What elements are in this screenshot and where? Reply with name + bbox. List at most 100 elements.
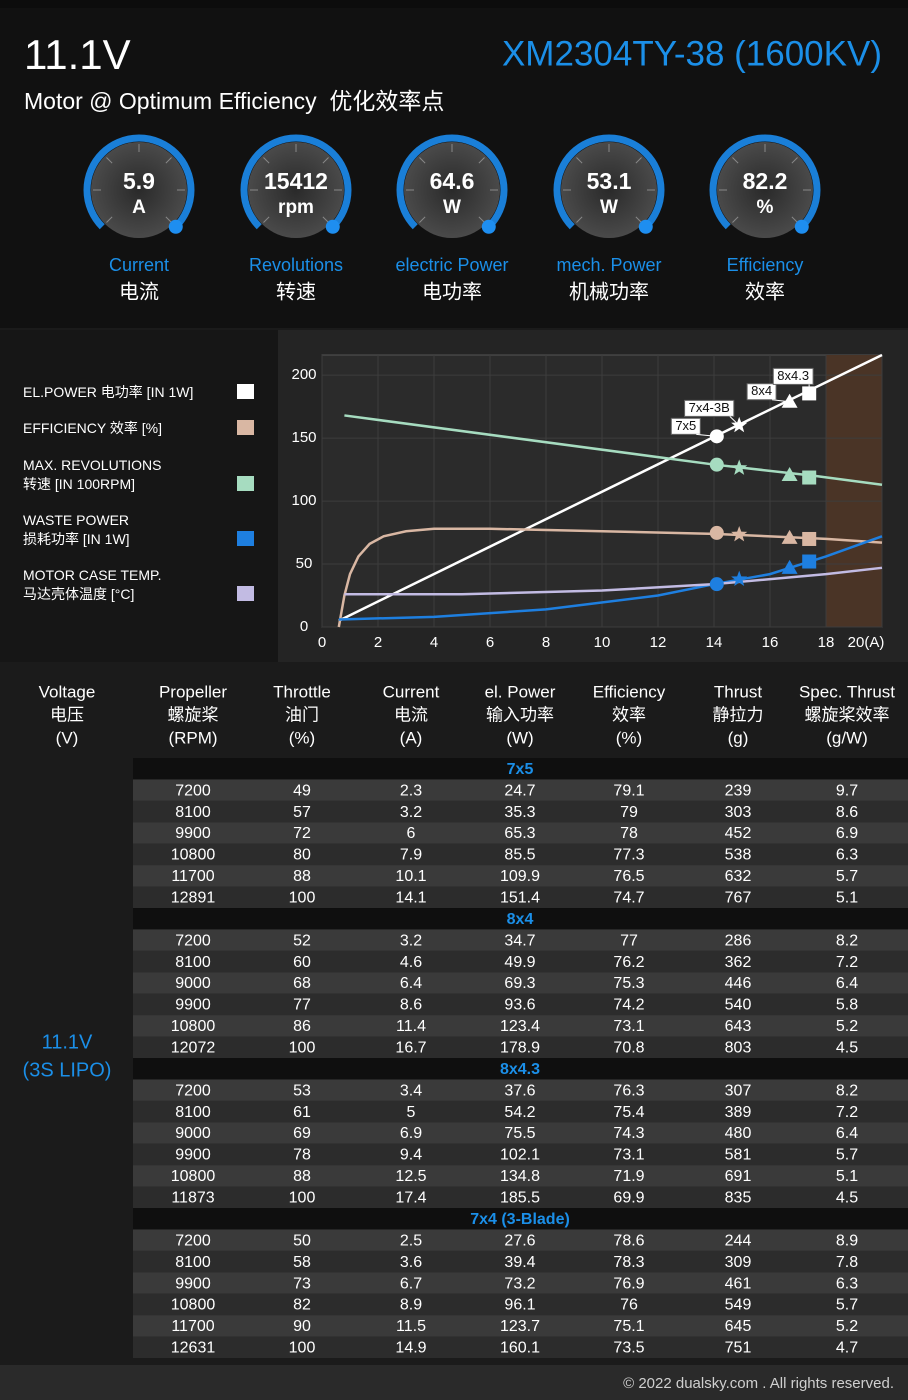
table-cell: 86 xyxy=(293,1018,311,1035)
column-header: (g) xyxy=(728,728,749,747)
gauge-knob xyxy=(168,219,183,234)
table-cell: 9000 xyxy=(175,1125,211,1142)
gauge-tick xyxy=(791,216,798,223)
table-cell: 76.9 xyxy=(613,1275,644,1292)
x-tick-label: 12 xyxy=(650,634,667,651)
table-cell: 24.7 xyxy=(504,782,535,799)
table-row xyxy=(133,972,908,994)
model-title: XM2304TY-38 (1600KV) xyxy=(502,34,882,73)
group-row xyxy=(133,1058,908,1080)
table-head-bg xyxy=(0,672,908,758)
y-tick-label: 150 xyxy=(291,429,316,446)
table-cell: 9900 xyxy=(175,1147,211,1164)
gauge-label-cn: 转速 xyxy=(276,280,316,303)
x-tick-label: 0 xyxy=(318,634,326,651)
table-cell: 3.6 xyxy=(400,1254,422,1271)
table-cell: 12072 xyxy=(171,1040,216,1057)
table-cell: 75.3 xyxy=(613,975,644,992)
table-cell: 8100 xyxy=(175,1104,211,1121)
table-cell: 68 xyxy=(293,975,311,992)
gauge-tick xyxy=(576,216,583,223)
table-cell: 76.3 xyxy=(613,1082,644,1099)
table-row xyxy=(133,1272,908,1294)
table-cell: 88 xyxy=(293,868,311,885)
table-cell: 88 xyxy=(293,1168,311,1185)
x-tick-label: 16 xyxy=(762,634,779,651)
table-cell: 4.5 xyxy=(836,1190,858,1207)
table-cell: 4.5 xyxy=(836,1040,858,1057)
table-row xyxy=(133,1315,908,1337)
table-cell: 80 xyxy=(293,847,311,864)
legend-swatch xyxy=(237,586,254,601)
table-row xyxy=(133,822,908,844)
table-cell: 102.1 xyxy=(500,1147,540,1164)
table-row xyxy=(133,929,908,951)
table-cell: 77 xyxy=(293,997,311,1014)
subtitle: Motor @ Optimum Efficiency 优化效率点 xyxy=(24,88,444,114)
footer: © 2022 dualsky.com . All rights reserved… xyxy=(623,1375,894,1392)
table-cell: 8100 xyxy=(175,804,211,821)
gauge-tick xyxy=(732,157,739,164)
table-cell: 7200 xyxy=(175,782,211,799)
marker-star xyxy=(731,570,748,587)
gauge-label-cn: 电功率 xyxy=(422,280,482,303)
gauge-label-cn: 机械功率 xyxy=(569,280,649,303)
series-line xyxy=(344,414,883,486)
y-tick-label: 50 xyxy=(296,555,313,572)
table-row xyxy=(133,993,908,1016)
table-cell: 540 xyxy=(725,997,752,1014)
table-cell: 803 xyxy=(725,1040,752,1057)
table-cell: 75.1 xyxy=(613,1318,644,1335)
column-header: 螺旋桨 xyxy=(168,705,219,724)
table-cell: 8.2 xyxy=(836,932,858,949)
table-cell: 76.5 xyxy=(613,868,644,885)
gauge-tick xyxy=(576,157,583,164)
table-cell: 7.2 xyxy=(836,954,858,971)
series-line xyxy=(344,566,883,596)
table-cell: 389 xyxy=(725,1104,752,1121)
table-cell: 39.4 xyxy=(504,1254,535,1271)
table-row xyxy=(133,1186,908,1209)
marker-leader xyxy=(729,416,740,426)
table-cell: 9.4 xyxy=(400,1147,422,1164)
footer-bg xyxy=(0,1365,908,1400)
x-tick-label: 2 xyxy=(374,634,382,651)
table-cell: 185.5 xyxy=(500,1190,540,1207)
table-cell: 8.6 xyxy=(836,804,858,821)
table-cell: 643 xyxy=(725,1018,752,1035)
column-header: Voltage xyxy=(39,682,96,701)
table-cell: 9.7 xyxy=(836,782,858,799)
x-tick-label: 18 xyxy=(818,634,835,651)
table-cell: 178.9 xyxy=(500,1040,540,1057)
table-row xyxy=(133,1122,908,1144)
column-header: Current xyxy=(383,682,440,701)
table-cell: 90 xyxy=(293,1318,311,1335)
table-cell: 151.4 xyxy=(500,890,540,907)
table-cell: 2.3 xyxy=(400,782,422,799)
table-cell: 244 xyxy=(725,1232,752,1249)
gauge-tick xyxy=(635,216,642,223)
table-row xyxy=(133,1143,908,1166)
group-name: 7x5 xyxy=(507,761,534,778)
column-header: Efficiency xyxy=(593,682,666,701)
group-name: 7x4 (3-Blade) xyxy=(470,1211,570,1228)
marker-circle xyxy=(709,525,724,540)
table-cell: 73.1 xyxy=(613,1147,644,1164)
table-cell: 109.9 xyxy=(500,868,540,885)
table-row xyxy=(133,1079,908,1101)
marker-circle xyxy=(709,577,724,592)
table-cell: 309 xyxy=(725,1254,752,1271)
x-tick-label: 4 xyxy=(430,634,438,651)
legend-swatch xyxy=(237,420,254,435)
table-cell: 53 xyxy=(293,1082,311,1099)
table-cell: 5.8 xyxy=(836,997,858,1014)
table-cell: 751 xyxy=(725,1340,752,1357)
gauge-face xyxy=(91,142,187,238)
table-cell: 73.5 xyxy=(613,1340,644,1357)
column-header: (%) xyxy=(289,728,315,747)
x-tick-label: 10 xyxy=(594,634,611,651)
legend-swatch xyxy=(237,531,254,546)
table-cell: 8.9 xyxy=(836,1232,858,1249)
table-cell: 691 xyxy=(725,1168,752,1185)
table-cell: 12631 xyxy=(171,1340,216,1357)
